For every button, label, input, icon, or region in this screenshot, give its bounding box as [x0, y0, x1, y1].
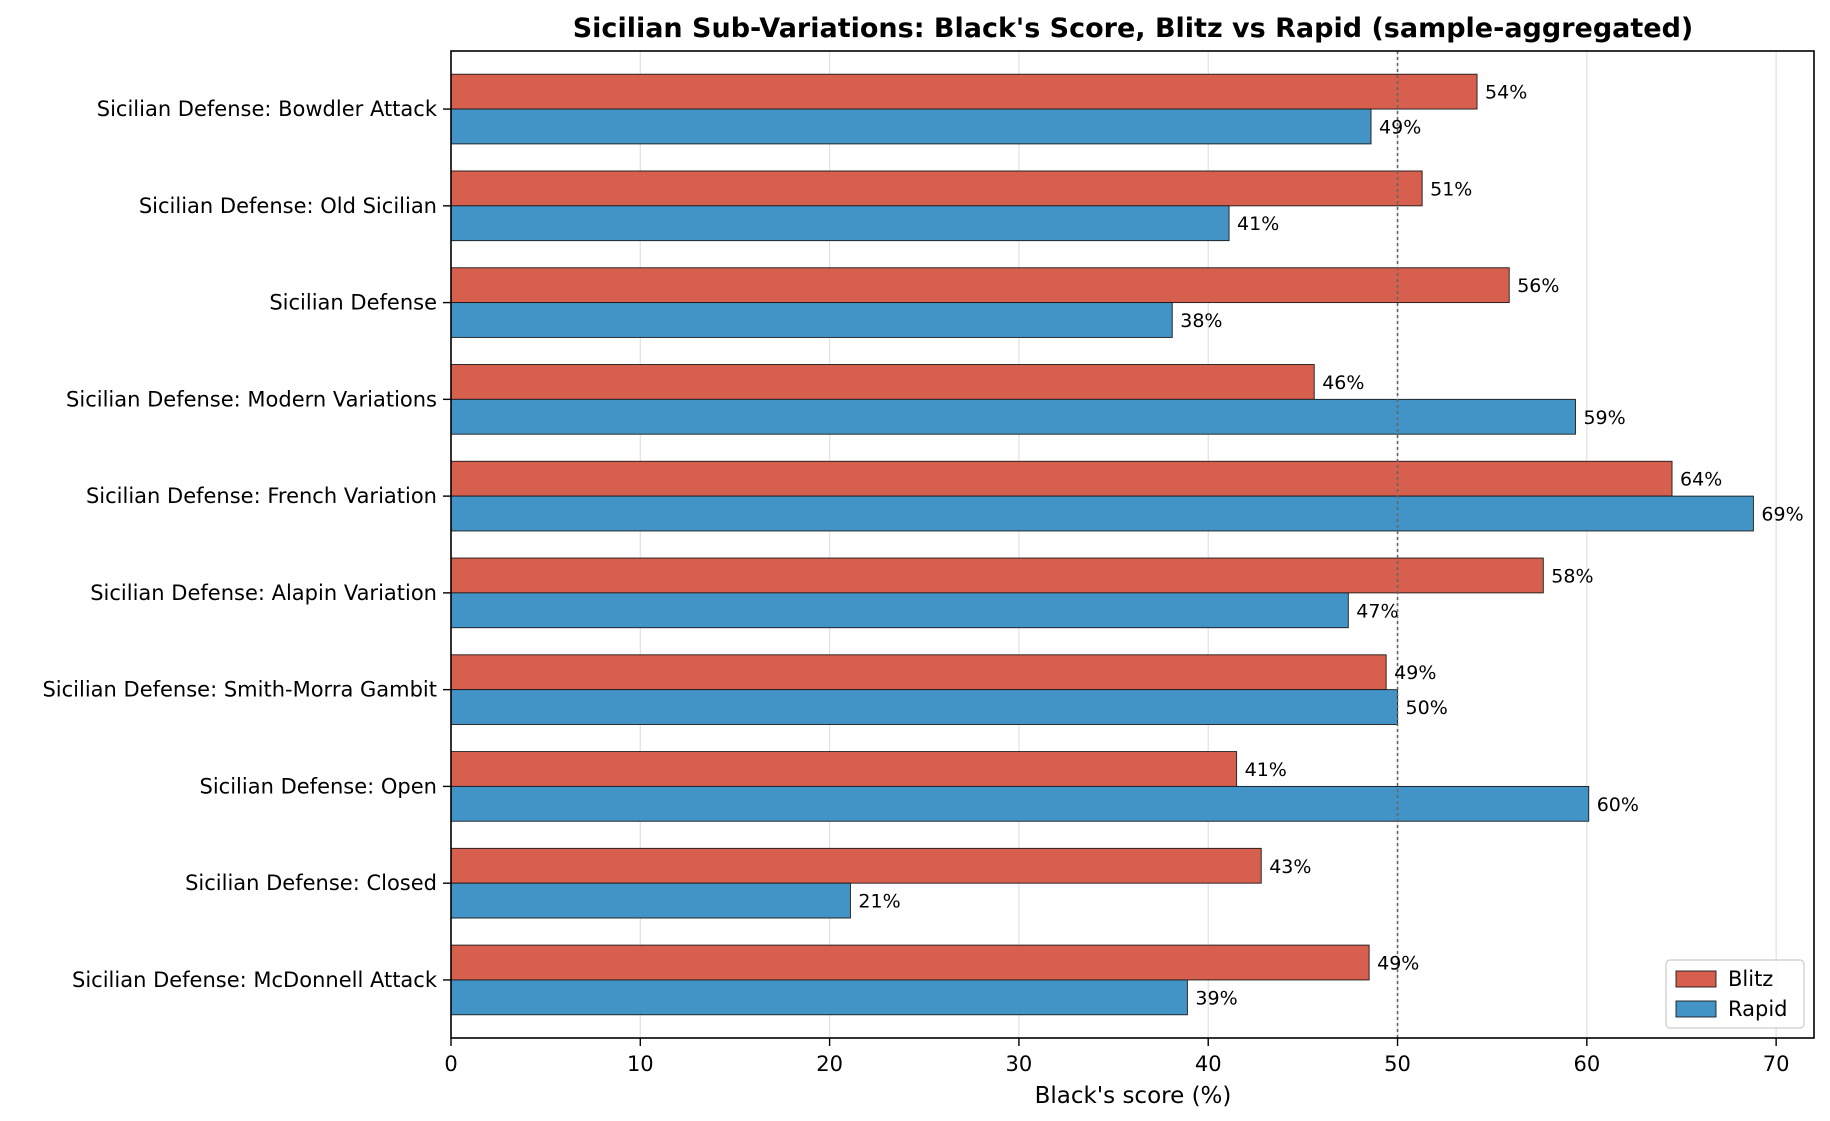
value-label: 43% [1269, 856, 1311, 878]
x-tick-label: 10 [627, 1052, 654, 1076]
bar-blitz [450, 944, 1370, 981]
value-label: 64% [1680, 469, 1722, 491]
category-label: Sicilian Defense: Closed [185, 871, 437, 895]
value-label: 59% [1583, 407, 1625, 429]
plot-frame [450, 50, 1815, 1039]
legend-swatch-rapid [1675, 1000, 1717, 1018]
value-label: 56% [1517, 275, 1559, 297]
legend-swatch-blitz [1675, 970, 1717, 988]
bar-rapid [450, 882, 851, 919]
value-label: 58% [1551, 565, 1593, 587]
value-label: 41% [1245, 759, 1287, 781]
bar-rapid [450, 302, 1173, 338]
category-label: Sicilian Defense: McDonnell Attack [72, 968, 438, 992]
x-tick-label: 20 [816, 1052, 843, 1076]
category-label: Sicilian Defense: Modern Variations [66, 387, 437, 411]
bar-blitz [450, 847, 1262, 884]
x-axis-label: Black's score (%) [1035, 1083, 1232, 1109]
bar-rapid [450, 495, 1754, 532]
legend: Blitz Rapid [1665, 959, 1805, 1029]
bar-blitz [450, 267, 1510, 304]
value-label: 49% [1394, 662, 1436, 684]
bars [450, 73, 1754, 1016]
x-tick-label: 50 [1384, 1052, 1411, 1076]
x-tick-label: 60 [1573, 1052, 1600, 1076]
value-label: 51% [1430, 178, 1472, 200]
category-label: Sicilian Defense: Old Sicilian [139, 194, 437, 218]
chart-title: Sicilian Sub-Variations: Black's Score, … [573, 13, 1694, 44]
x-tick-label: 40 [1195, 1052, 1222, 1076]
value-label: 49% [1379, 116, 1421, 138]
bar-rapid [450, 689, 1398, 725]
bar-blitz [450, 654, 1387, 691]
bar-rapid [450, 785, 1590, 822]
legend-label-blitz: Blitz [1728, 967, 1773, 991]
category-label: Sicilian Defense: French Variation [86, 484, 437, 508]
category-label: Sicilian Defense [269, 291, 437, 315]
bar-blitz [450, 557, 1544, 594]
value-label: 38% [1180, 310, 1222, 332]
value-labels: 54% 49% 51% 41% 56% 38% 46% 59% 64% 69% 58% 47% 49% 5… [858, 82, 1803, 1010]
x-tick-label: 30 [1006, 1052, 1033, 1076]
value-label: 49% [1377, 953, 1419, 975]
x-tick-label: 70 [1763, 1052, 1790, 1076]
category-label: Sicilian Defense: Bowdler Attack [97, 97, 438, 121]
bar-rapid [450, 592, 1349, 629]
bar-blitz [450, 460, 1673, 497]
value-label: 50% [1406, 697, 1448, 719]
value-label: 60% [1597, 794, 1639, 816]
bar-blitz [450, 73, 1478, 110]
value-label: 47% [1356, 600, 1398, 622]
value-label: 39% [1195, 987, 1237, 1009]
y-axis: Sicilian Defense: Bowdler Attack Sicilian… [42, 97, 451, 992]
bar-rapid [450, 205, 1230, 242]
bar-blitz [450, 364, 1315, 400]
category-label: Sicilian Defense: Alapin Variation [90, 581, 437, 605]
value-label: 69% [1761, 504, 1803, 526]
value-label: 54% [1485, 82, 1527, 104]
bar-rapid [450, 108, 1372, 145]
value-label: 46% [1322, 372, 1364, 394]
bar-blitz [450, 751, 1238, 787]
bar-rapid [450, 398, 1576, 435]
legend-label-rapid: Rapid [1728, 997, 1788, 1021]
x-axis: 0 10 20 30 40 50 60 70 [444, 1038, 1790, 1076]
bar-blitz [450, 170, 1423, 207]
x-tick-label: 0 [444, 1052, 457, 1076]
value-label: 41% [1237, 213, 1279, 235]
bar-rapid [450, 979, 1188, 1016]
value-label: 21% [858, 891, 900, 913]
category-label: Sicilian Defense: Smith-Morra Gambit [42, 678, 437, 702]
category-label: Sicilian Defense: Open [200, 774, 437, 798]
